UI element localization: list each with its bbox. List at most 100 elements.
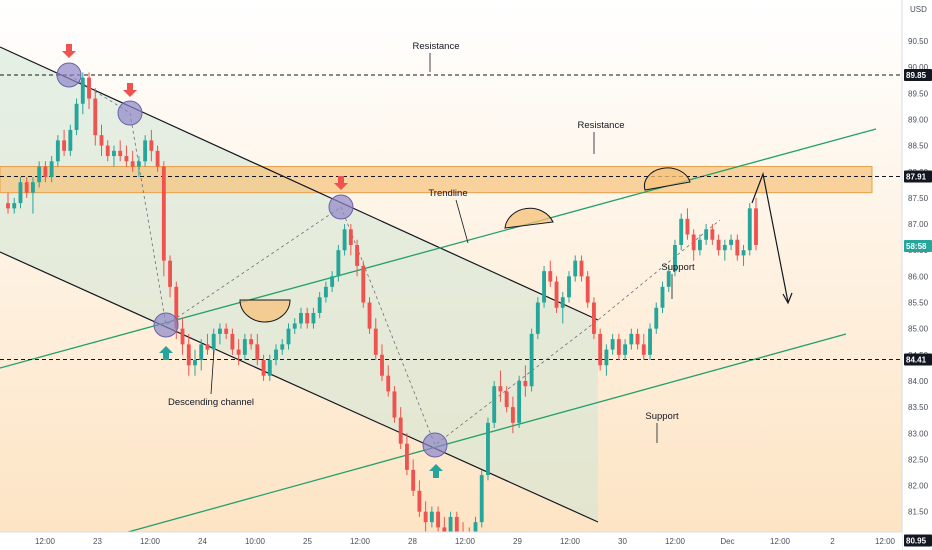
candle-body [685,218,690,235]
candle [423,501,428,533]
sell-arrow [62,44,76,58]
candle-body [654,307,659,329]
candle-body [554,281,559,308]
price-tick: 82.50 [908,455,929,464]
candle-body [124,156,129,162]
candle [155,145,160,172]
price-label: 58:58 [906,242,927,251]
price-tick: 90.00 [908,63,929,72]
candle [112,145,116,167]
candle-body [398,417,403,444]
candle [697,234,702,256]
candle-body [405,443,409,470]
candle-body [230,333,235,350]
candle [691,229,696,261]
candle-body [317,297,322,313]
candle [149,129,154,162]
price-tick: 84.00 [908,377,929,386]
time-tick: 12:00 [560,537,581,546]
candle-body [454,516,459,533]
candle [330,271,335,293]
channel-lower-line [0,251,599,523]
candle [143,135,148,167]
candle-body [367,302,372,329]
candle-body [567,276,571,298]
candle [585,271,590,308]
candle-body [592,302,596,334]
candle [729,234,733,251]
candle [323,281,328,303]
rounding-top-2 [643,167,691,191]
candle-body [660,286,665,308]
candle-body [411,469,416,491]
candle [280,339,285,355]
price-axis[interactable]: USD81.0081.5082.0082.5083.0083.5084.0084… [901,0,932,550]
candle-body [616,339,621,355]
candle-body [43,166,48,177]
candle-body [542,271,546,303]
candle [486,417,490,481]
candle-body [498,386,503,392]
candle [747,203,752,256]
candle-body [535,302,540,334]
candle-body [62,140,67,151]
candle [504,386,509,413]
candle-body [386,375,391,392]
touch-marker [422,432,448,458]
candle [55,135,60,167]
candle-body [579,260,584,277]
candle [523,365,528,397]
candle [37,161,42,188]
candle [12,197,17,214]
price-axis-background [902,0,932,550]
price-label-box [904,170,932,183]
candle [380,344,384,381]
time-tick: 12:00 [350,537,371,546]
time-tick: 30 [618,537,627,546]
time-axis[interactable]: 12:00 23 12:00 24 10:00 25 12:00 28 12:00 29 12:00… [0,531,902,550]
price-tick: 88.50 [908,142,929,151]
time-tick: Dec [720,537,734,546]
candle [355,239,359,277]
time-tick: 10:00 [245,537,266,546]
candle-body [573,260,578,277]
candle [261,354,266,381]
price-tick: 89.00 [908,115,929,124]
candle-body [348,229,353,245]
candle-body [741,250,746,256]
candle [299,307,303,329]
price-tick: 86.00 [908,272,929,281]
candle [274,344,278,366]
candle-body [704,229,709,240]
candle [635,328,640,350]
price-tick: 83.50 [908,403,929,412]
candle [267,354,272,381]
candle-body [99,135,104,146]
candle [479,469,484,528]
candle [417,480,422,517]
currency-unit: USD [910,5,927,14]
candle-body [355,244,359,266]
candle [629,328,634,350]
candle-body [143,140,148,162]
candle-body [49,161,54,177]
candle [510,396,515,434]
candle-body [199,344,204,361]
candle-body [585,276,590,303]
candle [305,307,310,329]
trendline-label: Trendline [428,188,467,199]
candle [130,150,135,172]
trendline-pointer [455,199,469,244]
candle-body [211,333,216,350]
resistance-zone-label: Resistance [578,120,625,131]
candle [685,208,690,240]
descending-channel-fill [0,47,598,522]
candle-body [12,203,17,209]
candle [286,323,291,350]
candle-body [523,380,528,387]
candle [6,192,10,214]
candle-body [280,344,285,350]
candle [118,140,123,162]
price-tick: 90.50 [908,37,929,46]
